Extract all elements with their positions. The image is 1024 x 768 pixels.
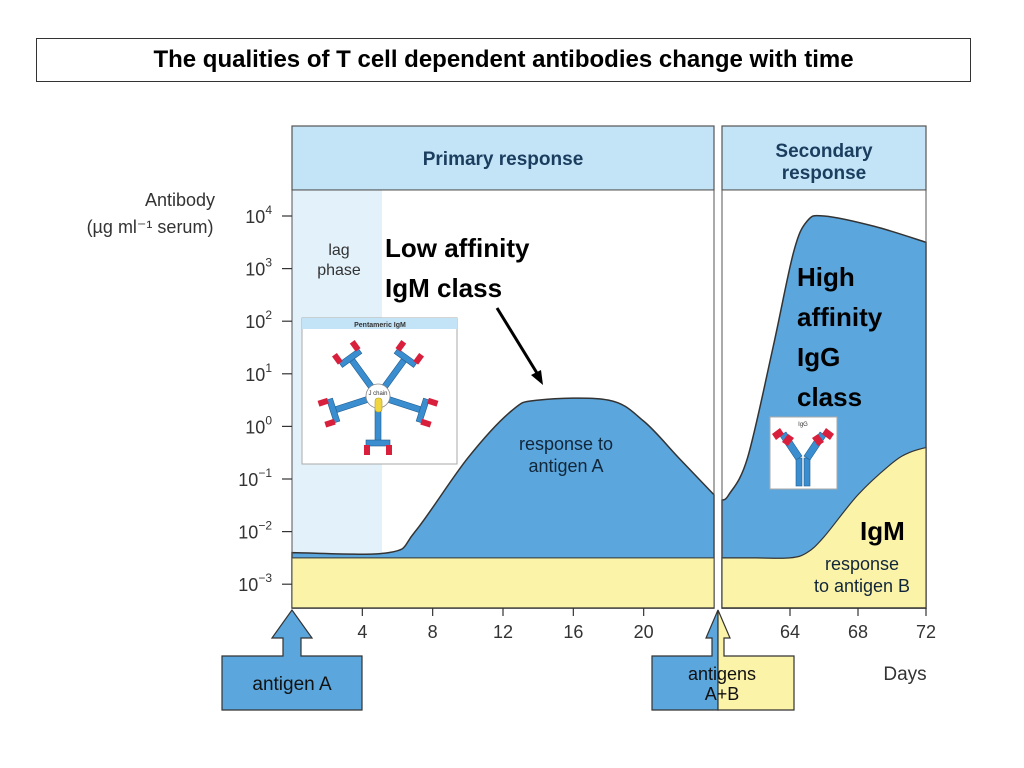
antigen-a-arrow — [221, 608, 363, 711]
x-tick-label: 72 — [916, 622, 936, 642]
pentameric-igm-figure: Pentameric IgM J chain — [301, 317, 458, 465]
pentameric-igm-caption: Pentameric IgM — [354, 322, 406, 329]
j-chain-shape — [374, 397, 383, 413]
igg-tip-left — [772, 428, 784, 440]
y-tick-label: 102 — [245, 308, 272, 332]
igm-fab-tip — [317, 397, 329, 407]
igg-figure: IgG — [769, 416, 838, 490]
x-tick-label: 4 — [357, 622, 367, 642]
annotation-arrowhead — [531, 370, 543, 385]
response-a-label: antigen A — [528, 456, 603, 476]
igm-fab-stem — [393, 348, 418, 368]
x-tick-label: 12 — [493, 622, 513, 642]
y-tick-label: 101 — [245, 361, 272, 385]
y-axis-label: Antibody — [145, 190, 215, 210]
response-a-label: response to — [519, 434, 613, 454]
igm-fab-tip — [427, 397, 439, 407]
primary-response-header — [291, 125, 715, 191]
x-tick-label: 8 — [428, 622, 438, 642]
igm-fab-tip — [395, 340, 407, 352]
igm-fab-tip — [386, 445, 392, 455]
y-tick-label: 10−2 — [238, 519, 272, 543]
igm-fab-tip — [331, 352, 343, 365]
igm-fab-tip — [349, 340, 361, 352]
baseline-band-primary — [291, 557, 715, 609]
lag-phase-label: phase — [317, 262, 361, 279]
antigen-ab-arrow-left — [651, 609, 719, 711]
igm-fab-stem — [338, 348, 363, 368]
primary-response-label: Primary response — [423, 149, 584, 170]
antigen-a-label: antigen A — [252, 674, 332, 695]
igm-fab-tip — [324, 418, 336, 428]
igm-fab-tip — [420, 418, 432, 428]
lag-phase-label: lag — [328, 242, 349, 259]
antigens-ab-label: A+B — [705, 684, 740, 704]
antigens-ab-label: antigens — [688, 664, 756, 684]
igm-fab-stem — [326, 397, 341, 424]
x-axis-label: Days — [883, 664, 926, 685]
igg-tip-right-2 — [812, 434, 824, 446]
annotation-arrow-line — [495, 307, 542, 379]
high-affinity-label: IgG — [797, 342, 840, 372]
y-tick-label: 104 — [245, 203, 272, 227]
secondary-response-header — [721, 125, 927, 191]
low-affinity-label: IgM class — [385, 273, 502, 303]
low-affinity-label: Low affinity — [385, 233, 530, 263]
x-tick-label: 20 — [634, 622, 654, 642]
y-axis-label: (µg ml⁻¹ serum) — [87, 217, 214, 237]
igm-fab-stem — [365, 439, 391, 447]
high-affinity-label: class — [797, 382, 862, 412]
secondary-response-label: Secondary — [775, 141, 873, 162]
igm-fab-tip — [364, 445, 370, 455]
igm-fab-stem — [415, 397, 430, 424]
pentameric-igm-caption-bar — [302, 318, 457, 329]
antigen-ab-arrow-right — [717, 609, 795, 711]
slide-title: The qualities of T cell dependent antibo… — [36, 38, 971, 82]
series-response-antigen-a — [291, 397, 715, 609]
j-chain-label: J chain — [368, 391, 387, 397]
x-tick-label: 64 — [780, 622, 800, 642]
igg-fc-left — [795, 457, 803, 487]
y-tick-label: 103 — [245, 256, 272, 280]
y-tick-label: 100 — [245, 413, 272, 437]
igg-fc-right — [803, 457, 811, 487]
igm-monomer-arm — [381, 340, 425, 391]
x-tick-label: 68 — [848, 622, 868, 642]
y-tick-label: 10−1 — [238, 466, 272, 490]
high-affinity-label: High — [797, 262, 855, 292]
igg-caption: IgG — [798, 422, 808, 428]
x-tick-label: 16 — [563, 622, 583, 642]
series-igm-secondary — [721, 446, 927, 609]
igg-tip-left-2 — [782, 434, 794, 446]
y-tick-label: 10−3 — [238, 571, 272, 595]
igm-monomer-arm — [317, 395, 370, 428]
igm-label: IgM — [860, 516, 905, 546]
response-b-label: response — [825, 554, 899, 574]
igg-tip-right — [822, 428, 834, 440]
igm-fab-tip — [413, 352, 425, 365]
response-b-label: to antigen B — [814, 576, 910, 596]
secondary-response-label: response — [782, 163, 866, 184]
high-affinity-label: affinity — [797, 302, 883, 332]
